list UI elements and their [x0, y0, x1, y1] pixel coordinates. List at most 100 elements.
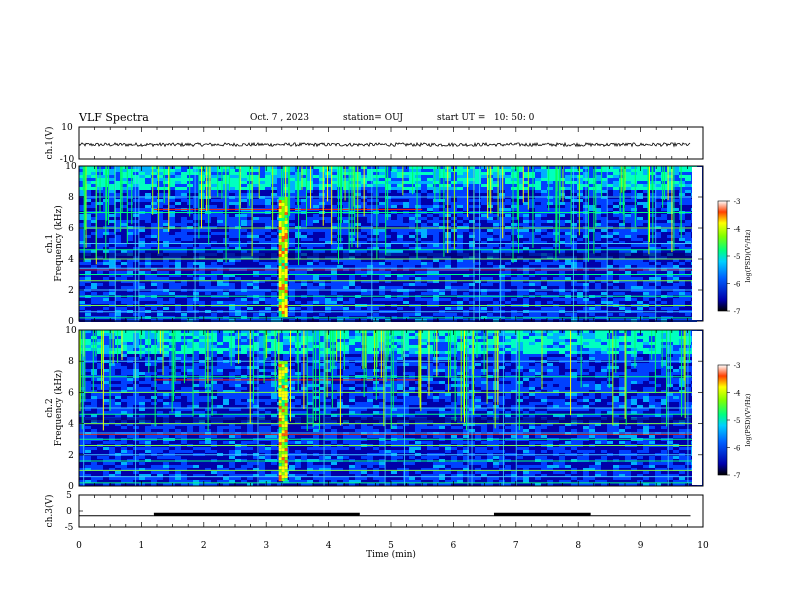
- spectrogram-cell: [181, 181, 187, 184]
- spectrogram-cell: [601, 166, 607, 169]
- spectrogram-cell: [415, 166, 421, 169]
- spectrogram-cell: [259, 283, 265, 286]
- spectrogram-cell: [523, 220, 529, 223]
- spectrogram-cell: [109, 283, 115, 286]
- spectrogram-cell: [601, 205, 607, 208]
- spectrogram-cell: [661, 271, 667, 274]
- spectrogram-cell: [175, 193, 181, 196]
- spectrogram-cell: [595, 169, 601, 172]
- spectrogram-cell: [331, 172, 337, 175]
- spectrogram-cell: [457, 193, 463, 196]
- spectrogram-cell: [343, 214, 349, 217]
- spectrogram-cell: [217, 286, 223, 289]
- spectrogram-cell: [511, 217, 517, 220]
- spectrogram-cell: [391, 307, 397, 310]
- spectrogram-cell: [637, 247, 643, 250]
- spectrogram-cell: [643, 223, 649, 226]
- spectrogram-cell: [109, 220, 115, 223]
- spectrogram-cell: [559, 262, 565, 265]
- spectrogram-cell: [511, 244, 517, 247]
- spectrogram-cell: [151, 193, 157, 196]
- spectrogram-cell: [151, 247, 157, 250]
- spectrogram-cell: [529, 265, 535, 268]
- spectrogram-cell: [589, 175, 595, 178]
- spectrogram-cell: [421, 172, 427, 175]
- spectrogram-cell: [493, 166, 499, 169]
- spectrogram-cell: [397, 172, 403, 175]
- spectrogram-cell: [211, 199, 217, 202]
- spectrogram-cell: [337, 241, 343, 244]
- spectrogram-cell: [643, 274, 649, 277]
- spectrogram-cell: [625, 217, 631, 220]
- spectrogram-cell: [193, 166, 199, 169]
- spectrogram-cell: [205, 217, 211, 220]
- spectrogram-cell: [301, 205, 307, 208]
- spectrogram-cell: [475, 232, 481, 235]
- spectrogram-cell: [625, 220, 631, 223]
- spectrogram-cell: [433, 244, 439, 247]
- spectrogram-cell: [301, 280, 307, 283]
- spectrogram-cell: [607, 244, 613, 247]
- spectrogram-cell: [331, 232, 337, 235]
- spectrogram-cell: [511, 271, 517, 274]
- spectrogram-cell: [565, 232, 571, 235]
- spectrogram-cell: [559, 247, 565, 250]
- spectrogram-cell: [481, 286, 487, 289]
- spectrogram-cell: [679, 241, 685, 244]
- spectrogram-cell: [235, 274, 241, 277]
- spectrogram-cell: [577, 265, 583, 268]
- spectrogram-cell: [541, 262, 547, 265]
- spectrogram-cell: [289, 172, 295, 175]
- spectrogram-cell: [601, 232, 607, 235]
- spectrogram-cell: [547, 166, 553, 169]
- spectrogram-cell: [109, 241, 115, 244]
- spectrogram-cell: [613, 292, 619, 295]
- spectrogram-cell: [373, 172, 379, 175]
- spectrogram-cell: [493, 202, 499, 205]
- spectrogram-cell: [187, 283, 193, 286]
- spectrogram-cell: [385, 223, 391, 226]
- spectrogram-cell: [667, 190, 673, 193]
- spectrogram-cell: [175, 166, 181, 169]
- spectrogram-cell: [391, 274, 397, 277]
- spectrogram-cell: [541, 280, 547, 283]
- spectrogram-cell: [337, 187, 343, 190]
- spectrogram-cell: [511, 172, 517, 175]
- spectrogram-cell: [679, 169, 685, 172]
- spectrogram-cell: [259, 205, 265, 208]
- spectrogram-cell: [637, 229, 643, 232]
- spectrogram-cell: [415, 181, 421, 184]
- spectrogram-cell: [235, 178, 241, 181]
- spectrogram-cell: [319, 262, 325, 265]
- spectrogram-cell: [247, 214, 253, 217]
- spectrogram-cell: [115, 178, 121, 181]
- spectrogram-cell: [97, 271, 103, 274]
- spectrogram-cell: [433, 205, 439, 208]
- spectrogram-cell: [289, 265, 295, 268]
- spectrogram-cell: [379, 214, 385, 217]
- spectrogram-cell: [613, 220, 619, 223]
- spectrogram-cell: [289, 298, 295, 301]
- spectrogram-cell: [121, 214, 127, 217]
- spectrogram-cell: [451, 250, 457, 253]
- spectrogram-cell: [391, 202, 397, 205]
- spectrogram-cell: [313, 217, 319, 220]
- spectrogram-cell: [211, 262, 217, 265]
- spectrogram-cell: [265, 223, 271, 226]
- spectrogram-cell: [511, 292, 517, 295]
- spectrogram-cell: [511, 274, 517, 277]
- spectrogram-cell: [517, 244, 523, 247]
- spectrogram-cell: [79, 190, 85, 193]
- spectrogram-cell: [253, 172, 259, 175]
- spectrogram-cell: [265, 193, 271, 196]
- spectrogram-cell: [115, 286, 121, 289]
- spectrogram-cell: [493, 214, 499, 217]
- spectrogram-cell: [517, 298, 523, 301]
- spectrogram-cell: [289, 292, 295, 295]
- spectrogram-cell: [391, 223, 397, 226]
- spectrogram-cell: [595, 280, 601, 283]
- spectrogram-cell: [361, 274, 367, 277]
- spectrogram-cell: [289, 250, 295, 253]
- spectrogram-cell: [595, 199, 601, 202]
